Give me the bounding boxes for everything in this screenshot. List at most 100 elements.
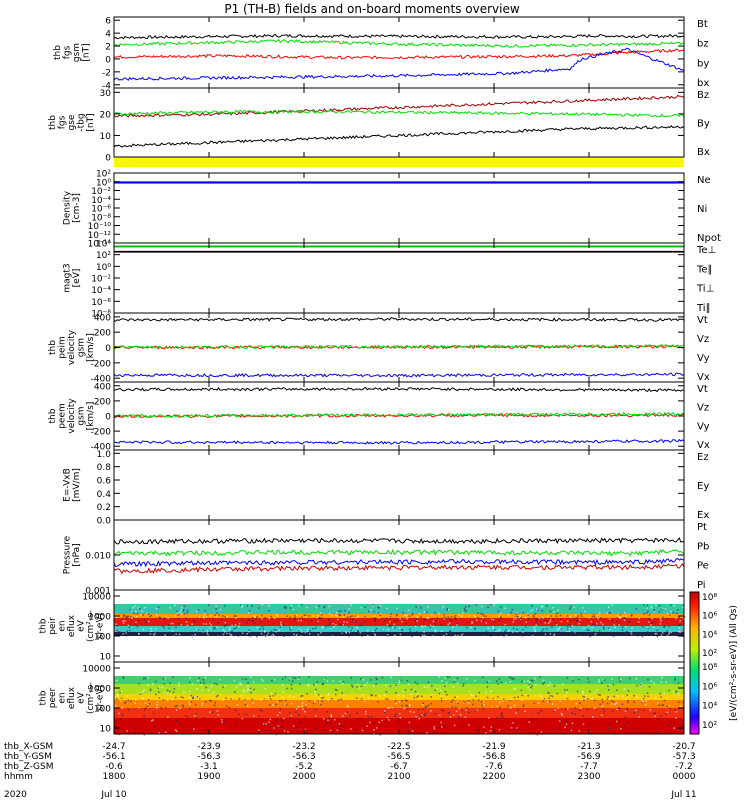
heatmap-speckle (380, 605, 382, 608)
heatmap-speckle (467, 633, 469, 635)
heatmap-speckle (378, 617, 380, 619)
heatmap-speckle (175, 696, 177, 699)
heatmap-speckle (350, 629, 352, 632)
colorbar-tick-label: 10⁶ (702, 682, 717, 692)
heatmap-speckle (505, 634, 507, 637)
heatmap-speckle (349, 715, 351, 717)
y-tick-label: -4 (102, 81, 111, 91)
heatmap-speckle (348, 635, 350, 637)
heatmap-speckle (533, 628, 536, 631)
heatmap-speckle (248, 629, 250, 631)
heatmap-speckle (421, 714, 423, 716)
heatmap-speckle (398, 681, 400, 684)
heatmap-speckle (398, 712, 401, 715)
x-row-value: -56.9 (577, 752, 601, 762)
heatmap-speckle (587, 624, 590, 627)
heatmap-speckle (660, 696, 662, 698)
heatmap-speckle (318, 701, 321, 703)
heatmap-speckle (315, 688, 317, 691)
heatmap-speckle (462, 683, 465, 685)
heatmap-speckle (153, 726, 156, 728)
heatmap-speckle (588, 629, 590, 632)
x-row-value: -7.2 (675, 762, 693, 772)
heatmap-speckle (258, 731, 260, 733)
heatmap-speckle (216, 710, 219, 712)
legend-entry-Bt: Bt (697, 19, 708, 30)
series-line-Vx (113, 438, 685, 445)
heatmap-speckle (374, 616, 376, 619)
legend-entry-Vz: Vz (697, 334, 709, 345)
heatmap-speckle (335, 699, 337, 701)
heatmap-speckle (485, 732, 487, 734)
heatmap-speckle (315, 683, 317, 686)
heatmap-speckle (147, 684, 149, 686)
heatmap-speckle (122, 676, 125, 678)
heatmap-speckle (543, 681, 545, 684)
heatmap-speckle (504, 631, 506, 633)
heatmap-speckle (315, 727, 317, 730)
heatmap-speckle (241, 606, 243, 608)
mode-bar (114, 157, 684, 167)
heatmap-speckle (420, 607, 422, 609)
heatmap-speckle (621, 626, 624, 628)
heatmap-speckle (338, 614, 340, 616)
heatmap-speckle (160, 706, 162, 709)
heatmap-speckle (568, 630, 570, 632)
heatmap-speckle (487, 606, 489, 608)
heatmap-speckle (130, 615, 132, 618)
heatmap-speckle (548, 692, 550, 694)
heatmap-speckle (516, 628, 518, 631)
x-row-value: 1900 (198, 772, 221, 782)
heatmap-speckle (225, 634, 227, 637)
heatmap-speckle (566, 626, 569, 628)
heatmap-speckle (451, 706, 454, 708)
heatmap-speckle (532, 680, 534, 682)
heatmap-speckle (407, 609, 410, 612)
heatmap-speckle (655, 632, 658, 635)
legend-entry-Ey: Ey (697, 481, 709, 492)
heatmap-speckle (280, 623, 282, 626)
heatmap-speckle (178, 633, 181, 636)
heatmap-speckle (127, 708, 130, 711)
heatmap-speckle (569, 616, 571, 618)
heatmap-speckle (179, 611, 182, 613)
heatmap-speckle (304, 716, 307, 718)
heatmap-speckle (323, 678, 326, 680)
heatmap-speckle (214, 627, 217, 629)
heatmap-speckle (361, 623, 363, 626)
heatmap-speckle (201, 633, 204, 635)
heatmap-speckle (649, 709, 652, 711)
heatmap-speckle (285, 607, 287, 609)
heatmap-speckle (327, 699, 329, 701)
heatmap-speckle (216, 683, 218, 686)
heatmap-speckle (265, 633, 267, 636)
heatmap-speckle (270, 698, 272, 700)
heatmap-speckle (396, 620, 399, 622)
heatmap-speckle (424, 706, 427, 708)
heatmap-speckle (602, 705, 604, 708)
heatmap-speckle (322, 625, 324, 628)
heatmap-speckle (359, 631, 362, 634)
heatmap-speckle (468, 632, 471, 635)
heatmap-speckle (530, 610, 532, 613)
heatmap-speckle (225, 697, 227, 699)
heatmap-speckle (591, 697, 593, 699)
heatmap-speckle (415, 606, 417, 608)
heatmap-speckle (559, 700, 561, 702)
y-tick-label: 10⁻⁶ (91, 205, 111, 215)
heatmap-speckle (458, 708, 461, 710)
heatmap-speckle (233, 628, 236, 630)
heatmap-speckle (440, 700, 443, 702)
heatmap-speckle (621, 703, 624, 706)
heatmap-speckle (485, 630, 488, 633)
series-line-bz (113, 48, 685, 60)
heatmap-speckle (520, 619, 522, 621)
heatmap-speckle (640, 683, 642, 685)
heatmap-speckle (411, 635, 413, 637)
y-axis-label: (cm²-s- (86, 682, 96, 714)
heatmap-speckle (510, 727, 513, 729)
heatmap-speckle (446, 694, 448, 696)
heatmap-speckle (566, 630, 568, 633)
heatmap-speckle (368, 610, 370, 613)
heatmap-speckle (653, 682, 655, 684)
